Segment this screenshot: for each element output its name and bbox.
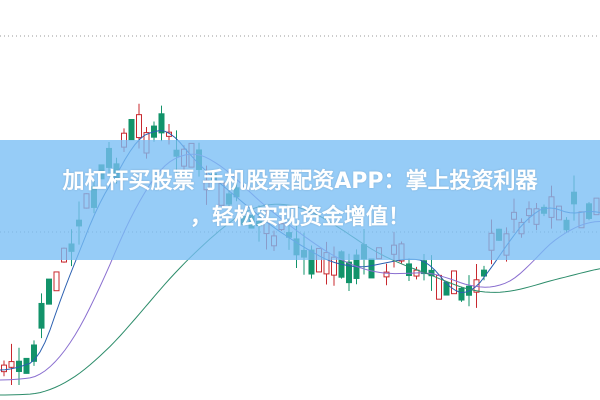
title-banner: 加杠杆买股票 手机股票配资APP：掌上投资利器 ，轻松实现资金增值！ xyxy=(0,140,600,260)
candle-body xyxy=(136,114,142,139)
candle-body xyxy=(458,287,465,301)
candle-body xyxy=(46,278,52,305)
candle-body xyxy=(1,364,7,373)
candle-body xyxy=(421,260,427,275)
candle-body xyxy=(346,261,352,284)
candle-body xyxy=(383,271,390,278)
candle-body xyxy=(128,118,135,141)
article-title-line-1: 加杠杆买股票 手机股票配资APP：掌上投资利器 xyxy=(62,169,538,194)
candle-body xyxy=(481,269,487,277)
candle-body xyxy=(451,270,457,295)
candle-body xyxy=(53,271,60,292)
candle-body xyxy=(406,263,412,276)
candle-body xyxy=(8,361,15,368)
candle-body xyxy=(31,344,37,362)
candle-body xyxy=(38,302,45,329)
article-title-line-2: ，轻松实现资金增值！ xyxy=(189,205,410,230)
candle-body xyxy=(368,258,375,279)
candle-body xyxy=(158,113,165,134)
candle-body xyxy=(166,131,172,137)
candle-body xyxy=(23,357,30,374)
candle-body xyxy=(443,281,450,296)
